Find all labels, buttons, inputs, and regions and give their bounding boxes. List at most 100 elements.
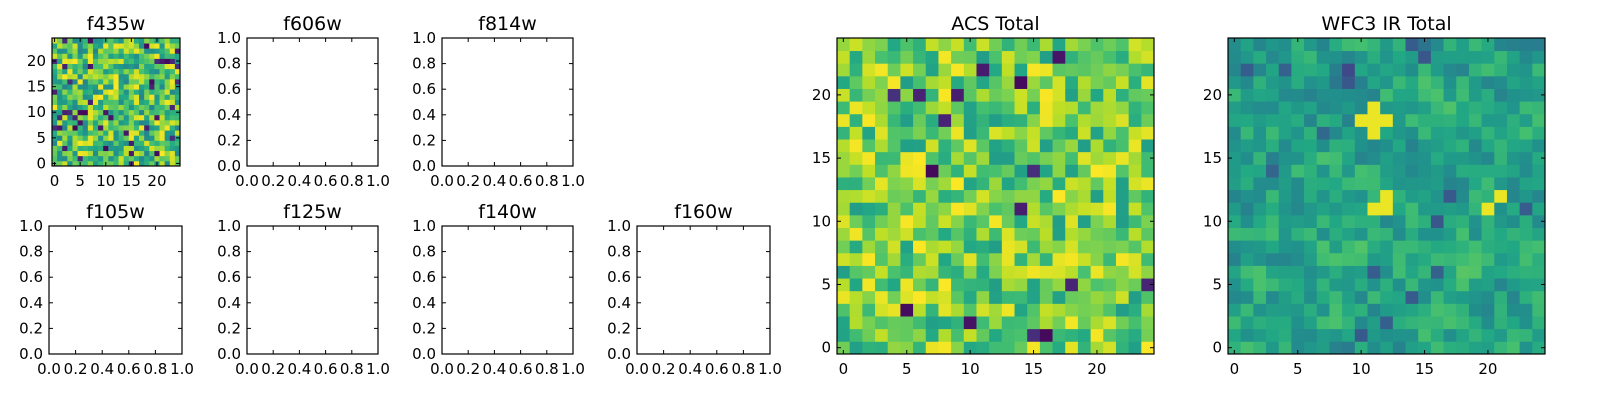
heatmap-cell [108,73,114,80]
heatmap-cell [1027,316,1041,330]
heatmap-cell [887,240,901,254]
heatmap-cell [1443,126,1457,140]
heatmap-cell [77,119,84,126]
heatmap-cell [1380,214,1394,228]
heatmap-cell [1266,278,1280,292]
heatmap-cell [1278,328,1292,342]
heatmap-cell [925,341,939,355]
heatmap-cell [128,109,135,116]
heatmap-cell [98,119,104,126]
heatmap-cell [87,43,94,49]
heatmap-cell [108,99,114,105]
heatmap-cell [1141,328,1155,342]
heatmap-cell [98,68,104,75]
heatmap-cell [1405,290,1419,304]
heatmap-cell [1266,177,1280,191]
heatmap-cell [887,252,901,266]
heatmap-cell [164,135,171,141]
x-tick-label: 0.2 [652,360,676,378]
heatmap-cell [963,88,977,102]
heatmap-cell [1304,278,1318,292]
heatmap-cell [72,58,78,64]
x-tick-label: 20 [1087,360,1106,378]
heatmap-cell [1329,63,1343,77]
heatmap-cell [1380,341,1394,355]
heatmap-cell [123,94,130,100]
heatmap-cell [1077,75,1091,89]
heatmap-cell [52,94,58,100]
heatmap-cell [1468,202,1482,216]
heatmap-cell [92,130,99,136]
heatmap-cell [1532,227,1546,241]
heatmap-cell [951,88,965,102]
heatmap-cell [103,119,109,126]
heatmap-cell [900,303,914,317]
heatmap-cell [913,316,927,330]
heatmap-cell [887,101,901,115]
heatmap-cell [1380,151,1394,165]
heatmap-cell [925,151,939,165]
heatmap-cell [1128,328,1142,342]
heatmap-cell [1090,101,1104,115]
heatmap-cell [1291,328,1305,342]
heatmap-cell [1468,265,1482,279]
heatmap-cell [1430,126,1444,140]
x-tick-label: 1.0 [366,360,390,378]
heatmap-cell [1103,252,1117,266]
heatmap-cell [887,50,901,64]
heatmap-cell [154,119,160,126]
heatmap-cell [875,101,889,115]
heatmap-cell [1481,88,1495,102]
heatmap-cell [77,99,84,105]
heatmap-cell [1354,75,1368,89]
heatmap-cell [938,290,952,304]
heatmap-cell [963,75,977,89]
heatmap-cell [103,114,109,121]
heatmap-cell [900,290,914,304]
heatmap-cell [169,104,176,111]
heatmap-cell [118,48,125,54]
x-tick-label: 0.8 [535,360,559,378]
subplot-title: f125w [283,201,342,223]
heatmap-cell [1065,328,1079,342]
heatmap-cell [951,214,965,228]
heatmap-cell [925,126,939,140]
heatmap-cell [133,104,140,111]
heatmap-cell [154,89,160,95]
heatmap-cell [174,43,181,49]
heatmap-cell [128,53,135,59]
heatmap-cell [1304,202,1318,216]
heatmap-cell [62,125,68,131]
y-tick-label: 0.4 [607,294,631,312]
heatmap-cell [103,43,109,49]
heatmap-cell [139,89,145,95]
heatmap-cell [113,68,119,75]
heatmap-cell [925,101,939,115]
heatmap-cell [67,140,73,146]
heatmap-cell [1354,113,1368,127]
heatmap-cell [108,63,114,70]
heatmap-cell [82,104,89,111]
heatmap-cell [133,38,140,44]
heatmap-cell [108,104,114,111]
heatmap-cell [887,189,901,203]
heatmap-cell [875,240,889,254]
heatmap-cell [976,139,990,153]
heatmap-cell [862,75,876,89]
heatmap-cell [1027,290,1041,304]
heatmap-cell [1380,202,1394,216]
heatmap-cell [87,84,94,90]
heatmap-cell [77,104,84,111]
heatmap-cell [938,227,952,241]
heatmap-cell [1103,214,1117,228]
heatmap-cell [989,63,1003,77]
heatmap-cell [62,68,68,75]
heatmap-cell [1418,38,1432,52]
heatmap-cell [118,73,125,80]
heatmap-cell [67,89,73,95]
heatmap-cell [1001,101,1015,115]
heatmap-cell [1506,214,1521,228]
heatmap-cell [1027,252,1041,266]
x-tick-label: 0.6 [117,360,141,378]
heatmap-cell [123,63,130,70]
